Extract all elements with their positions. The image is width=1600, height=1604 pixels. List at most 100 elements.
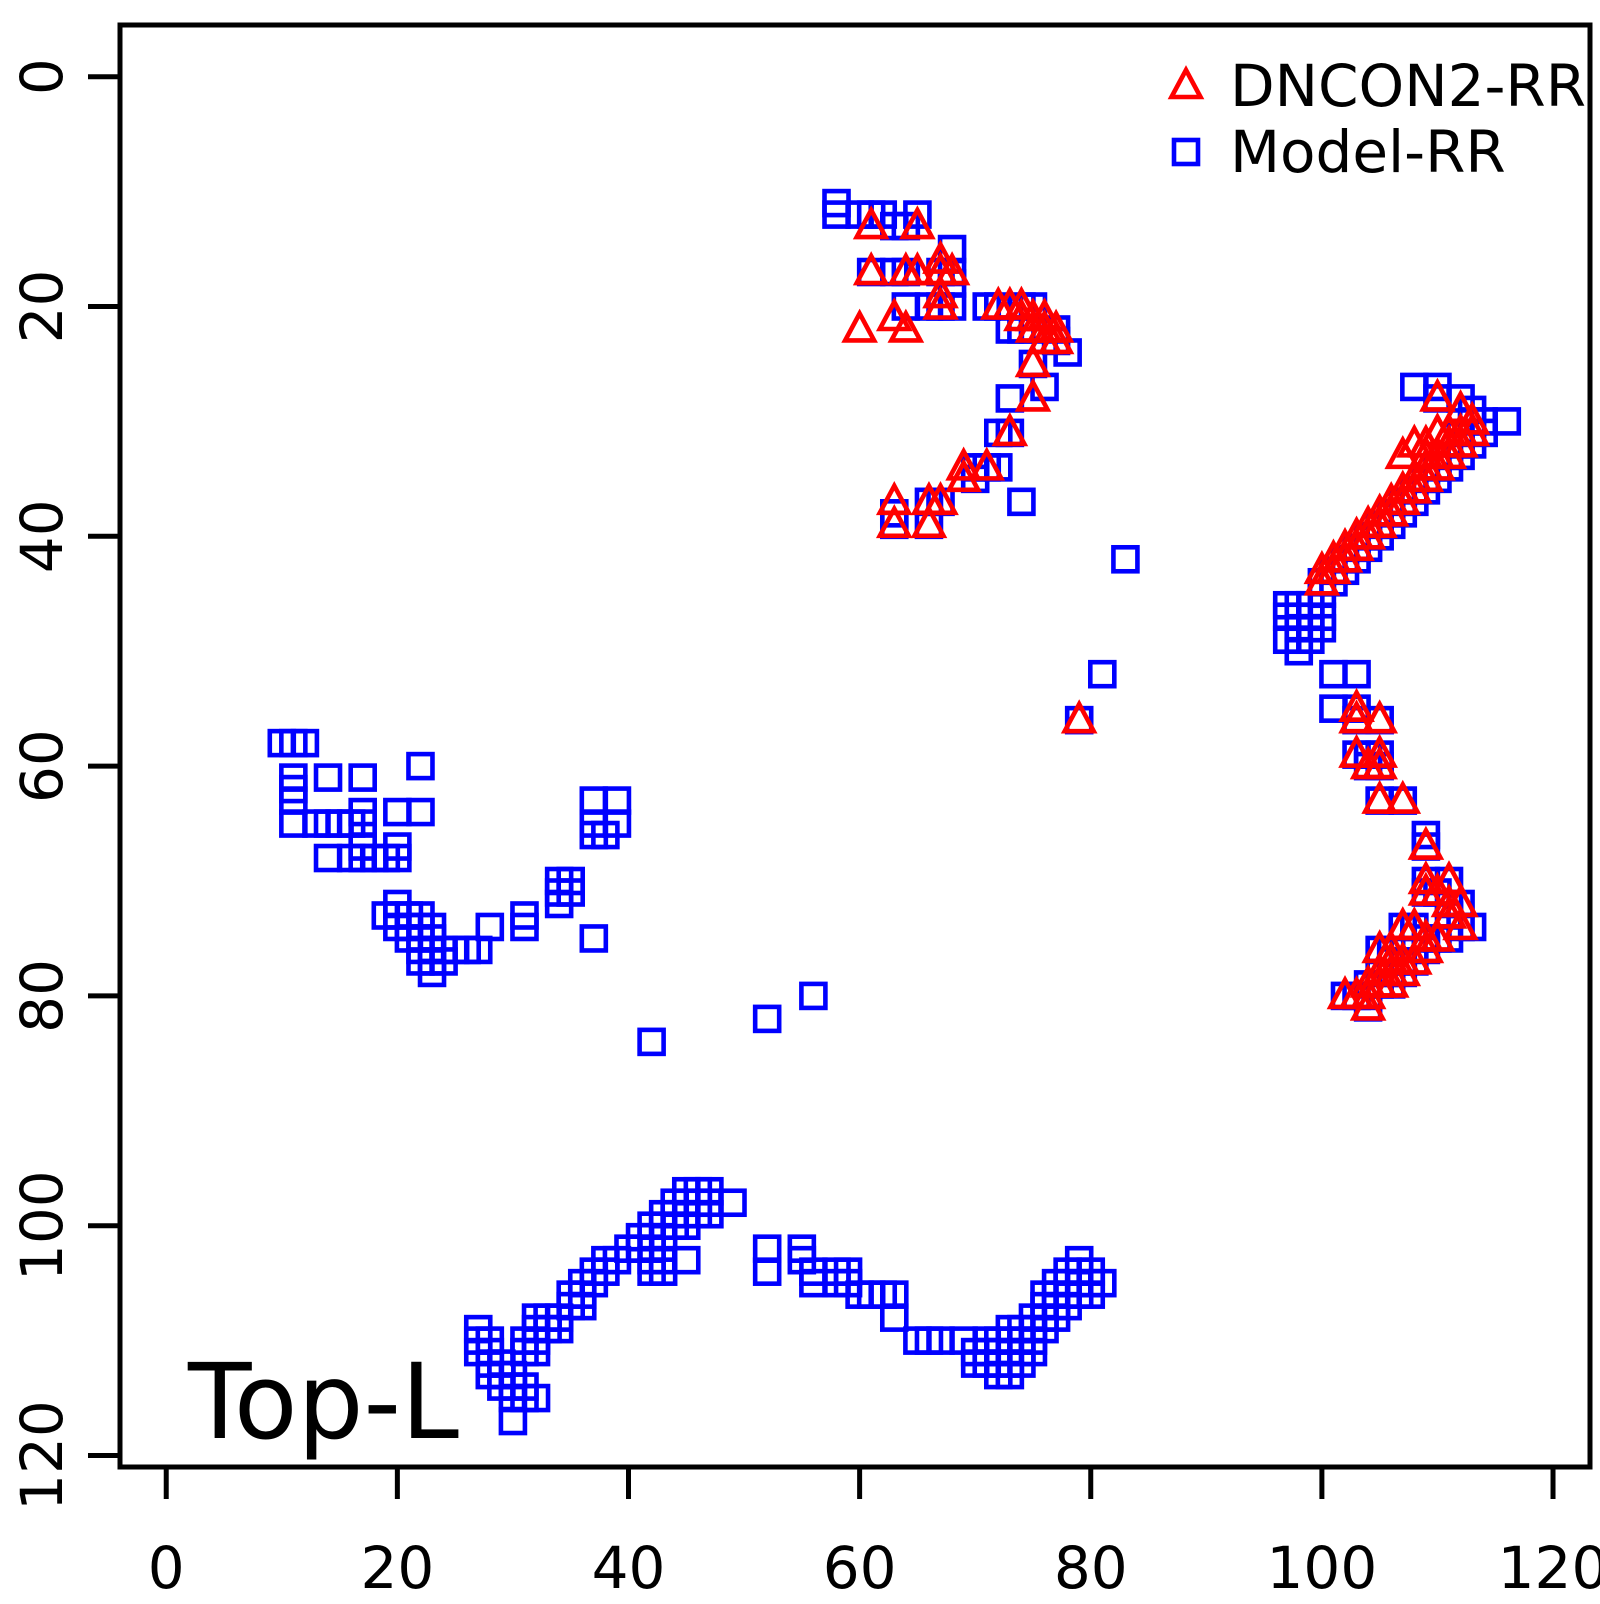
data-point-square-model-rr [1319, 659, 1348, 689]
legend-triangle-icon [1167, 65, 1205, 100]
data-point-triangle-dncon2-rr [1349, 986, 1387, 1021]
data-point-triangle-dncon2-rr [1372, 963, 1410, 998]
y-tick-label: 120 [8, 1400, 76, 1511]
data-point-triangle-dncon2-rr [1395, 906, 1433, 941]
data-point-triangle-dncon2-rr [887, 308, 925, 343]
data-point-square-model-rr [383, 797, 412, 827]
data-point-triangle-dncon2-rr [1430, 412, 1468, 447]
x-tick-label: 40 [592, 1534, 666, 1600]
data-point-triangle-dncon2-rr [875, 297, 913, 332]
data-point-square-model-rr [1088, 659, 1117, 689]
data-point-square-model-rr [799, 981, 828, 1011]
data-point-triangle-dncon2-rr [1407, 929, 1445, 964]
data-point-triangle-dncon2-rr [1384, 952, 1422, 987]
data-point-square-model-rr [313, 843, 343, 873]
data-point-square-model-rr [510, 912, 539, 942]
data-point-triangle-dncon2-rr [1338, 733, 1375, 768]
data-point-triangle-dncon2-rr [852, 251, 890, 286]
y-tick-label: 40 [8, 499, 76, 573]
x-tick-label: 120 [1498, 1534, 1600, 1600]
data-point-square-model-rr [1284, 636, 1314, 666]
data-point-triangle-dncon2-rr [841, 308, 878, 343]
data-point-triangle-dncon2-rr [1384, 779, 1422, 814]
x-tick-label: 100 [1267, 1534, 1378, 1600]
data-point-triangle-dncon2-rr [1060, 699, 1098, 734]
y-tick-label: 20 [8, 270, 76, 344]
data-point-square-model-rr [752, 1234, 782, 1263]
data-point-square-model-rr [475, 912, 505, 942]
data-point-square-model-rr [752, 1257, 782, 1286]
data-point-square-model-rr [544, 889, 574, 919]
data-point-triangle-dncon2-rr [945, 446, 982, 481]
data-point-triangle-dncon2-rr [968, 446, 1006, 481]
data-point-triangle-dncon2-rr [1014, 377, 1052, 412]
data-point-square-model-rr [1400, 372, 1429, 402]
data-point-square-model-rr [498, 1406, 528, 1436]
x-tick-label: 0 [148, 1534, 185, 1600]
data-point-square-model-rr [718, 1188, 747, 1218]
data-point-triangle-dncon2-rr [1419, 917, 1456, 952]
data-point-triangle-dncon2-rr [1037, 308, 1075, 343]
data-point-triangle-dncon2-rr [945, 457, 982, 493]
data-point-triangle-dncon2-rr [922, 274, 959, 309]
data-point-square-model-rr [406, 797, 435, 827]
x-tick-label: 60 [823, 1534, 897, 1600]
data-point-square-model-rr [1007, 1349, 1036, 1378]
data-point-square-model-rr [383, 843, 412, 873]
data-point-triangle-dncon2-rr [1361, 779, 1399, 814]
y-tick-label: 80 [8, 959, 76, 1033]
legend-label: DNCON2-RR [1230, 52, 1586, 120]
corner-label: Top-L [187, 1341, 459, 1463]
data-point-triangle-dncon2-rr [1338, 699, 1375, 734]
data-point-square-model-rr [290, 728, 320, 758]
data-point-triangle-dncon2-rr [899, 205, 936, 240]
data-point-triangle-dncon2-rr [1361, 733, 1399, 768]
data-point-square-model-rr [602, 786, 632, 815]
data-point-square-model-rr [279, 809, 308, 838]
data-point-square-model-rr [591, 820, 620, 850]
data-point-triangle-dncon2-rr [1430, 894, 1468, 929]
x-tick-label: 80 [1054, 1534, 1128, 1600]
legend-label: Model-RR [1230, 118, 1506, 186]
data-point-square-model-rr [1342, 659, 1371, 689]
data-point-square-model-rr [348, 763, 377, 792]
data-point-triangle-dncon2-rr [852, 205, 890, 240]
data-point-square-model-rr [1064, 1245, 1094, 1275]
data-point-triangle-dncon2-rr [1338, 687, 1375, 722]
x-tick-label: 20 [360, 1534, 434, 1600]
data-point-square-model-rr [1492, 407, 1522, 436]
data-point-triangle-dncon2-rr [991, 412, 1029, 447]
data-point-square-model-rr [417, 958, 447, 988]
data-point-square-model-rr [671, 1245, 701, 1275]
data-point-triangle-dncon2-rr [1407, 860, 1445, 895]
plot-border [117, 22, 1593, 1470]
data-point-square-model-rr [313, 763, 343, 792]
data-point-triangle-dncon2-rr [1037, 320, 1075, 355]
data-point-triangle-dncon2-rr [1419, 377, 1456, 412]
y-tick-label: 60 [8, 729, 76, 803]
data-point-triangle-dncon2-rr [922, 285, 959, 320]
data-point-triangle-dncon2-rr [1361, 745, 1399, 780]
data-point-square-model-rr [1007, 487, 1036, 517]
legend-square-icon [1171, 137, 1201, 167]
data-point-triangle-dncon2-rr [875, 503, 913, 539]
data-point-triangle-dncon2-rr [1407, 435, 1445, 470]
data-point-square-model-rr [521, 1383, 551, 1413]
data-point-triangle-dncon2-rr [1395, 940, 1433, 975]
data-point-square-model-rr [637, 1027, 666, 1057]
data-point-square-model-rr [579, 786, 609, 815]
data-point-square-model-rr [1111, 544, 1140, 574]
data-point-triangle-dncon2-rr [933, 251, 971, 286]
data-point-square-model-rr [463, 935, 493, 965]
data-point-triangle-dncon2-rr [1014, 343, 1052, 378]
data-point-square-model-rr [879, 1303, 909, 1332]
y-tick-label: 100 [8, 1170, 76, 1281]
data-point-triangle-dncon2-rr [1442, 389, 1479, 424]
data-point-triangle-dncon2-rr [1407, 871, 1445, 906]
y-tick-label: 0 [8, 58, 76, 95]
data-point-triangle-dncon2-rr [1442, 906, 1479, 941]
data-point-square-model-rr [752, 1004, 782, 1034]
data-point-triangle-dncon2-rr [1407, 825, 1445, 860]
